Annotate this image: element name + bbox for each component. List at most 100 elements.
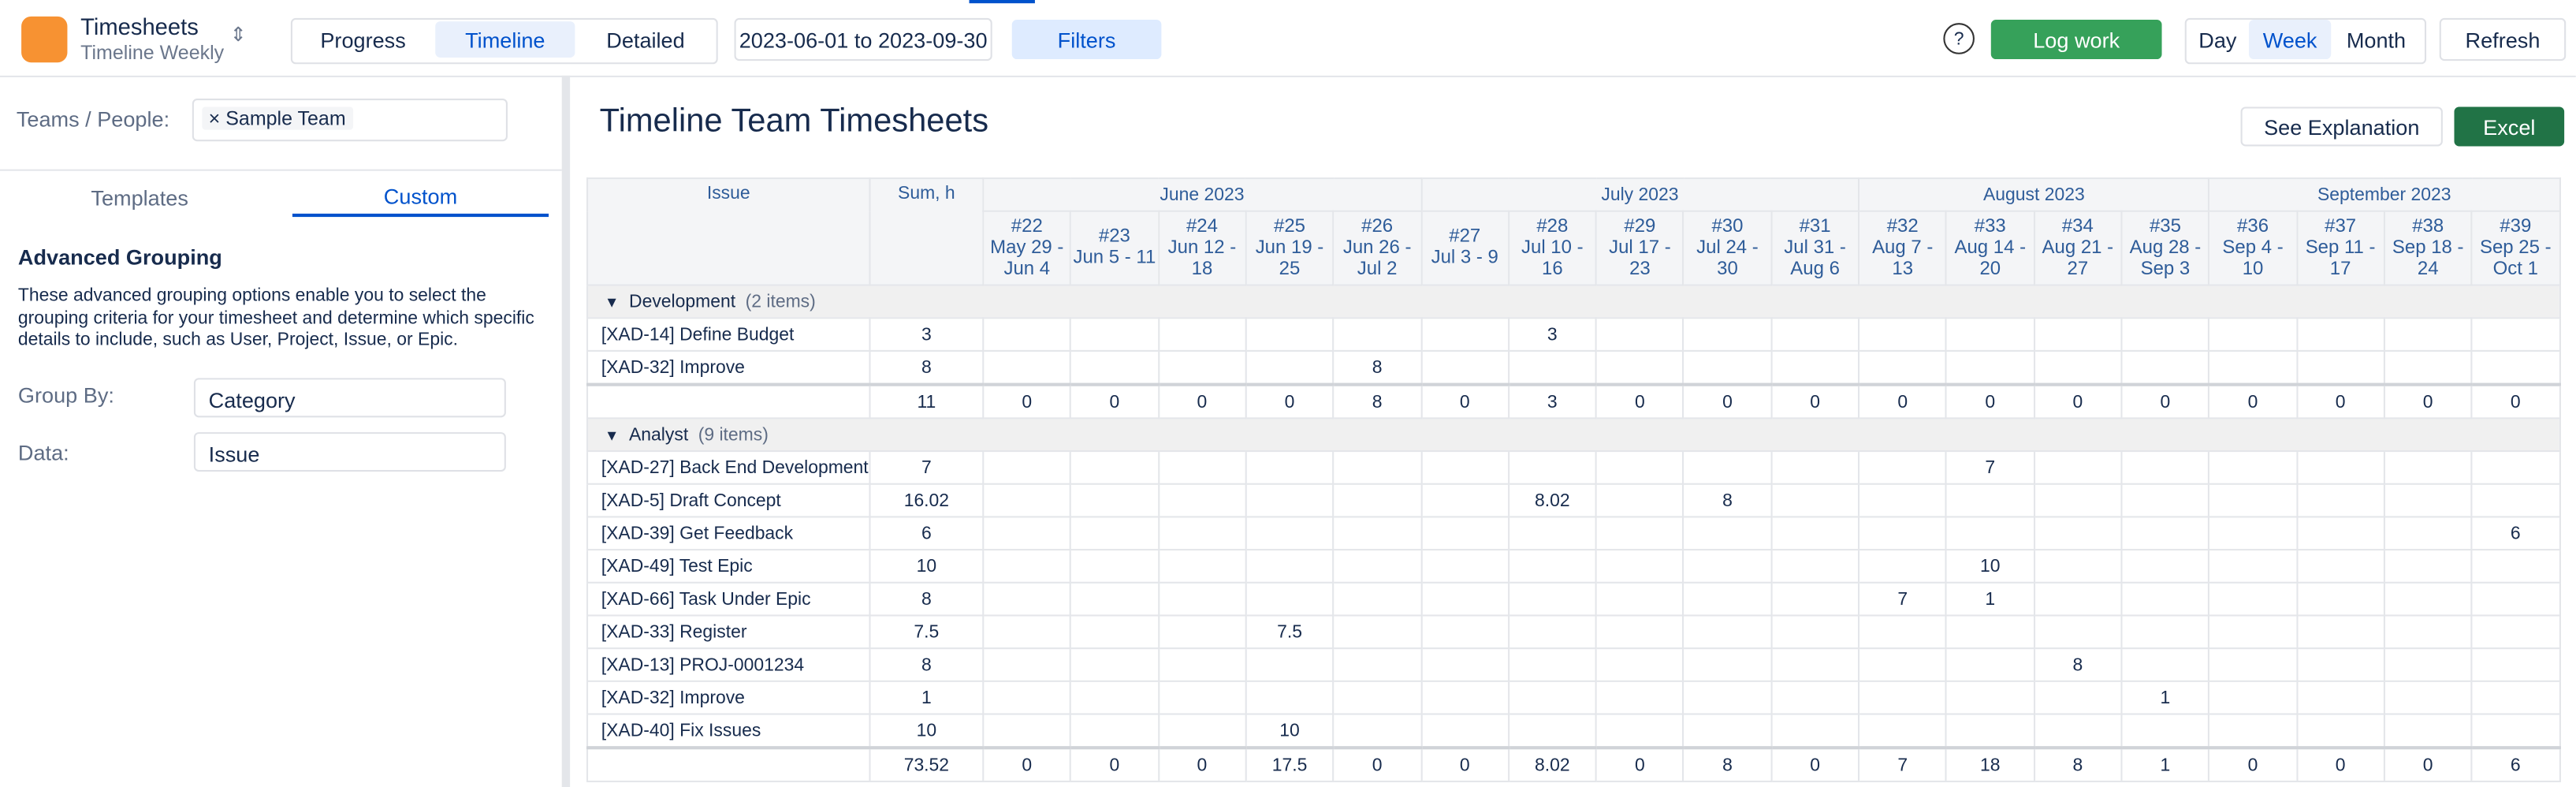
empty-cell xyxy=(2033,349,2123,386)
empty-cell xyxy=(2033,450,2123,485)
total-cell: 0 xyxy=(2470,382,2560,420)
empty-cell xyxy=(1157,317,1247,352)
group-by-select[interactable]: Category xyxy=(193,378,506,418)
section-title: Advanced Grouping xyxy=(17,244,222,270)
empty-cell xyxy=(1245,581,1335,617)
empty-cell xyxy=(2120,614,2210,650)
teams-input[interactable] xyxy=(192,99,508,142)
page-title: Timeline Team Timesheets xyxy=(599,103,989,140)
sum-cell: 6 xyxy=(869,516,985,551)
sum-cell: 10 xyxy=(869,549,985,584)
empty-cell xyxy=(2295,647,2385,682)
group-count: (9 items) xyxy=(698,424,769,445)
sum-cell: 8 xyxy=(869,581,985,617)
excel[interactable]: Excel xyxy=(2454,106,2565,147)
empty-cell xyxy=(2295,349,2385,386)
empty-cell xyxy=(2383,614,2473,650)
empty-cell xyxy=(1245,549,1335,584)
empty-cell xyxy=(2208,549,2298,584)
empty-cell xyxy=(1245,680,1335,715)
empty-cell xyxy=(1595,516,1684,551)
tab-timeline[interactable]: Timeline xyxy=(435,21,575,58)
sum-header: Sum, h xyxy=(869,177,985,286)
tab-templates[interactable]: Templates xyxy=(91,185,188,210)
see-explanation[interactable]: See Explanation xyxy=(2240,106,2443,147)
empty-cell xyxy=(2208,647,2298,682)
total-cell: 7 xyxy=(1858,746,1948,782)
sum-cell: 3 xyxy=(869,317,985,352)
date-range[interactable]: 2023-06-01 to 2023-09-30 xyxy=(734,17,992,62)
group-count: (2 items) xyxy=(745,291,816,311)
top-bar xyxy=(0,0,2576,77)
total-cell: 0 xyxy=(2383,382,2473,420)
empty-cell xyxy=(1157,349,1247,386)
sum-cell: 7 xyxy=(869,450,985,485)
total-cell: 0 xyxy=(2208,382,2298,420)
sum-cell: 7.5 xyxy=(869,614,985,650)
period-month[interactable]: Month xyxy=(2346,27,2407,52)
empty-cell xyxy=(1507,647,1597,682)
total-cell: 0 xyxy=(1682,382,1773,420)
week-header: #24 Jun 12 - 18 xyxy=(1157,210,1247,286)
issue-row: [XAD-32] Improve 1 1 xyxy=(586,680,2560,715)
empty-cell xyxy=(1770,349,1860,386)
team-chip[interactable]: × Sample Team xyxy=(202,106,353,130)
hours-cell: 10 xyxy=(1245,713,1335,749)
issue-row: [XAD-66] Task Under Epic 8 7 1 xyxy=(586,581,2560,617)
issue-cell: [XAD-39] Get Feedback xyxy=(586,516,871,551)
period-week[interactable]: Week xyxy=(2248,20,2332,60)
app-subtitle: Timeline Weekly xyxy=(80,41,225,65)
period-group xyxy=(2184,17,2427,65)
empty-cell xyxy=(1770,680,1860,715)
total-cell: 0 xyxy=(2295,382,2385,420)
empty-cell xyxy=(1070,483,1160,518)
empty-cell xyxy=(1945,349,2035,386)
empty-cell xyxy=(2208,317,2298,352)
total-cell: 6 xyxy=(2470,746,2560,782)
week-range: Sep 4 - 10 xyxy=(2222,237,2284,279)
empty-cell xyxy=(1682,581,1773,617)
empty-cell xyxy=(982,516,1072,551)
help[interactable]: ? xyxy=(1943,23,1975,54)
empty-cell xyxy=(1595,581,1684,617)
empty-cell xyxy=(1507,680,1597,715)
refresh[interactable]: Refresh xyxy=(2439,17,2567,62)
empty-cell xyxy=(2120,450,2210,485)
empty-cell xyxy=(1070,713,1160,749)
total-cell: 8 xyxy=(2033,746,2123,782)
tab-detailed[interactable]: Detailed xyxy=(606,27,685,52)
hours-cell: 1 xyxy=(2120,680,2210,715)
empty-cell xyxy=(1157,450,1247,485)
indicator xyxy=(969,0,1035,4)
empty-cell xyxy=(1858,614,1948,650)
empty-cell xyxy=(982,349,1072,386)
empty-cell xyxy=(2120,581,2210,617)
log-work[interactable]: Log work xyxy=(1990,20,2162,60)
empty-cell xyxy=(2208,349,2298,386)
week-number: #34 xyxy=(2061,216,2094,237)
empty-cell xyxy=(2295,581,2385,617)
tab-progress[interactable]: Progress xyxy=(320,27,406,52)
tab-custom[interactable]: Custom xyxy=(292,177,549,218)
app-title: Timesheets xyxy=(80,13,199,40)
empty-cell xyxy=(1332,450,1422,485)
empty-cell xyxy=(1332,647,1422,682)
empty-cell xyxy=(2208,450,2298,485)
data-select[interactable]: Issue xyxy=(193,432,506,472)
issue-cell: [XAD-40] Fix Issues xyxy=(586,713,871,749)
week-header: #34 Aug 21 - 27 xyxy=(2033,210,2123,286)
empty-cell xyxy=(1682,713,1773,749)
empty-cell xyxy=(2208,516,2298,551)
empty-cell xyxy=(982,680,1072,715)
switch-icon[interactable]: ⇕ xyxy=(229,23,247,47)
issue-row: [XAD-49] Test Epic 10 10 xyxy=(586,549,2560,584)
total-cell: 0 xyxy=(982,746,1072,782)
period-day[interactable]: Day xyxy=(2198,27,2237,52)
filters[interactable]: Filters xyxy=(1011,20,1162,60)
empty-cell xyxy=(1245,483,1335,518)
timesheet-table: Issue Sum, h June 2023 July 2023 August 2023… xyxy=(586,177,2560,782)
empty-cell xyxy=(2033,713,2123,749)
week-header: #35 Aug 28 - Sep 3 xyxy=(2120,210,2210,286)
empty-cell xyxy=(1070,349,1160,386)
